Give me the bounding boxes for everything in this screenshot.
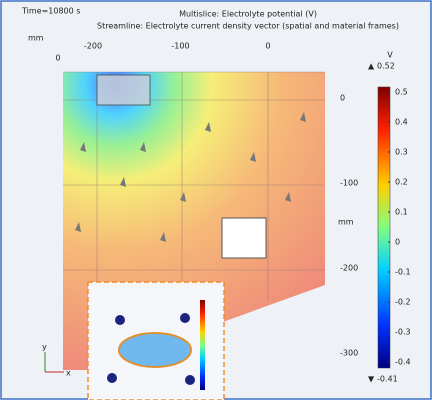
electrode xyxy=(97,75,150,105)
hole xyxy=(222,218,266,258)
colorbar xyxy=(378,87,390,368)
top-tick-label: -200 xyxy=(84,42,102,51)
top-tick-label: -100 xyxy=(171,42,189,51)
colorbar-unit: V xyxy=(387,51,393,60)
right-tick-label: -200 xyxy=(340,264,358,273)
title: Multislice: Electrolyte potential (V) xyxy=(179,10,317,19)
triad-y-label: y xyxy=(42,343,47,352)
colorbar-tick-label: 0.4 xyxy=(395,118,408,127)
inset-ellipse xyxy=(119,333,191,367)
left-tick: 0 xyxy=(55,54,60,63)
screenshot: Time=10800 s Multislice: Electrolyte pot… xyxy=(0,0,432,400)
right-tick-label: 0 xyxy=(340,94,345,103)
colorbar-tick-label: 0 xyxy=(395,238,400,247)
min-icon: ▼ xyxy=(368,375,375,384)
max-icon: ▲ xyxy=(368,62,375,71)
top-tick-label: 0 xyxy=(265,42,270,51)
right-unit: mm xyxy=(338,218,354,227)
subtitle: Streamline: Electrolyte current density … xyxy=(97,22,399,31)
colorbar-tick-label: 0.2 xyxy=(395,178,408,187)
colorbar-tick-label: 0.5 xyxy=(395,88,408,97)
colorbar-tick-label: -0.1 xyxy=(395,268,411,277)
colorbar-min: -0.41 xyxy=(377,375,398,384)
triad-x-label: x xyxy=(66,369,71,378)
inset-colorbar xyxy=(200,300,205,390)
colorbar-tick-label: 0.3 xyxy=(395,148,408,157)
right-tick-label: -300 xyxy=(340,349,358,358)
unit: mm xyxy=(28,34,44,43)
colorbar-tick-label: 0.1 xyxy=(395,208,408,217)
colorbar-tick-label: -0.2 xyxy=(395,298,411,307)
time: Time=10800 s xyxy=(21,7,80,16)
colorbar-tick-label: -0.3 xyxy=(395,328,411,337)
colorbar-max: 0.52 xyxy=(377,62,395,71)
right-tick-label: -100 xyxy=(340,179,358,188)
colorbar-tick-label: -0.4 xyxy=(395,358,411,367)
